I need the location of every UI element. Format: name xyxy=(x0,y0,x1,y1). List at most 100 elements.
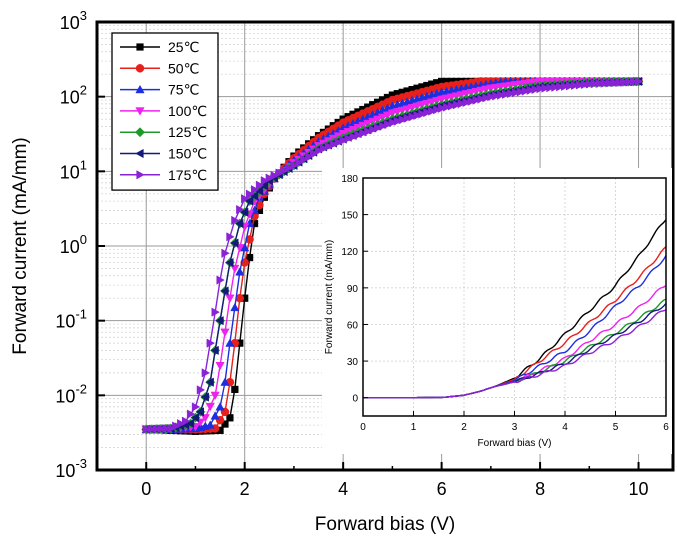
main-y-tick-label: 101 xyxy=(60,157,87,182)
legend-label: 175℃ xyxy=(168,167,207,183)
main-x-tick-label: 0 xyxy=(141,479,151,499)
data-point xyxy=(492,91,501,101)
data-point xyxy=(280,165,289,176)
data-point xyxy=(383,119,393,129)
legend-marker xyxy=(136,43,144,51)
main-y-tick-exponent: 0 xyxy=(80,232,87,247)
data-point xyxy=(417,101,427,110)
data-point xyxy=(210,391,220,401)
data-point xyxy=(244,196,254,206)
data-point xyxy=(250,185,260,195)
inset-y-axis-label: Forward current (mA/mm) xyxy=(324,240,335,354)
data-point xyxy=(220,286,229,296)
data-point xyxy=(462,97,471,108)
legend-label: 125℃ xyxy=(168,124,207,140)
data-point xyxy=(570,80,580,90)
data-point xyxy=(246,189,255,199)
data-point xyxy=(387,109,398,118)
data-point xyxy=(364,126,373,137)
data-point xyxy=(245,235,254,244)
data-point xyxy=(388,117,398,128)
legend-item: 25℃ xyxy=(120,39,199,55)
data-point xyxy=(585,79,595,89)
data-point xyxy=(541,83,550,93)
data-point xyxy=(506,88,516,99)
data-point xyxy=(210,345,219,356)
data-point xyxy=(413,110,422,121)
data-point xyxy=(255,180,265,190)
data-point xyxy=(201,368,211,378)
data-point xyxy=(580,79,590,90)
data-point xyxy=(433,105,442,115)
legend-label: 150℃ xyxy=(168,146,207,162)
data-point xyxy=(314,145,324,156)
main-x-tick-label: 2 xyxy=(240,479,250,499)
main-y-tick-label: 10-1 xyxy=(55,307,87,332)
data-point xyxy=(220,328,230,337)
inset-x-tick-label: 3 xyxy=(512,422,518,433)
data-point xyxy=(265,173,275,183)
inset-y-tick-label: 90 xyxy=(347,284,359,295)
data-point xyxy=(546,83,555,93)
legend-label: 25℃ xyxy=(168,39,199,55)
data-point xyxy=(254,186,264,196)
main-y-tick-exponent: 2 xyxy=(80,83,87,98)
data-point xyxy=(230,238,239,248)
data-point xyxy=(215,316,224,326)
data-point xyxy=(393,116,403,126)
data-point xyxy=(290,160,299,171)
data-point xyxy=(502,89,511,99)
data-point xyxy=(600,78,609,88)
data-point xyxy=(152,424,161,434)
main-y-tick-label: 103 xyxy=(60,8,87,33)
data-point xyxy=(521,86,531,96)
data-point xyxy=(185,418,195,429)
data-point xyxy=(231,385,239,394)
legend-item: 75℃ xyxy=(120,82,199,98)
inset-y-tick-label: 120 xyxy=(341,247,358,258)
data-point xyxy=(428,106,437,116)
data-point xyxy=(225,257,234,268)
data-point xyxy=(231,215,240,226)
data-point xyxy=(295,157,304,168)
main-y-tick-base: 10 xyxy=(60,237,80,257)
data-point xyxy=(590,79,599,89)
data-point xyxy=(235,267,245,276)
data-point xyxy=(215,362,225,371)
main-y-tick-label: 102 xyxy=(60,83,87,108)
main-y-tick-base: 10 xyxy=(60,162,80,182)
data-point xyxy=(142,424,151,435)
data-point xyxy=(236,204,245,215)
data-point xyxy=(511,88,521,98)
legend-label: 50℃ xyxy=(168,60,199,76)
data-point xyxy=(206,338,215,348)
data-point xyxy=(259,181,268,191)
data-point xyxy=(344,133,353,144)
data-point xyxy=(615,77,624,88)
data-point xyxy=(339,135,348,145)
data-point xyxy=(235,218,244,229)
data-point xyxy=(536,84,545,94)
data-point xyxy=(215,402,225,411)
data-point xyxy=(220,377,230,386)
main-y-tick-base: 10 xyxy=(55,461,75,481)
data-point xyxy=(186,409,196,419)
data-point xyxy=(249,191,259,201)
inset-x-axis-label: Forward bias (V) xyxy=(478,438,552,449)
data-point xyxy=(447,101,457,111)
data-point xyxy=(422,99,432,109)
inset-series-line xyxy=(363,309,667,399)
data-point xyxy=(398,115,407,125)
legend: 25℃ 50℃ 75℃ 100℃ 125℃ 150℃ 175℃ xyxy=(111,32,219,191)
inset-y-tick-label: 0 xyxy=(352,394,358,405)
data-point xyxy=(300,154,309,165)
data-point xyxy=(432,97,442,106)
data-point xyxy=(372,115,383,125)
inset-y-tick-label: 150 xyxy=(341,211,358,222)
data-point xyxy=(226,232,235,242)
legend-item: 50℃ xyxy=(120,60,199,76)
data-point xyxy=(438,103,447,113)
data-point xyxy=(467,96,476,106)
inset-x-tick-label: 6 xyxy=(663,422,669,433)
